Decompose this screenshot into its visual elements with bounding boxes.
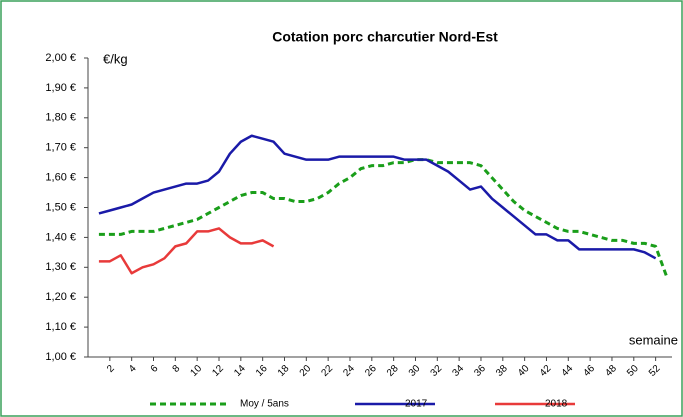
y-tick-label: 1,50 € xyxy=(45,201,76,213)
y-tick-label: 1,30 € xyxy=(45,261,76,273)
y-tick-label: 1,90 € xyxy=(45,82,76,94)
chart-title: Cotation porc charcutier Nord-Est xyxy=(272,29,498,45)
y-tick-label: 1,60 € xyxy=(45,172,76,184)
series-line xyxy=(98,227,275,275)
y-tick-label: 1,00 € xyxy=(45,351,76,363)
x-axis-label: semaine xyxy=(629,332,678,347)
y-tick-label: 1,80 € xyxy=(45,112,76,124)
legend-label: 2018 xyxy=(545,399,568,410)
series-line xyxy=(98,158,668,277)
y-tick-label: 1,40 € xyxy=(45,231,76,243)
y-tick-label: 2,00 € xyxy=(45,52,76,64)
y-tick-label: 1,20 € xyxy=(45,291,76,303)
legend-label: 2017 xyxy=(405,399,428,410)
legend-label: Moy / 5ans xyxy=(240,399,289,410)
y-axis-label: €/kg xyxy=(103,51,128,66)
y-tick-label: 1,10 € xyxy=(45,321,76,333)
series-line xyxy=(98,134,657,260)
y-tick-label: 1,70 € xyxy=(45,142,76,154)
